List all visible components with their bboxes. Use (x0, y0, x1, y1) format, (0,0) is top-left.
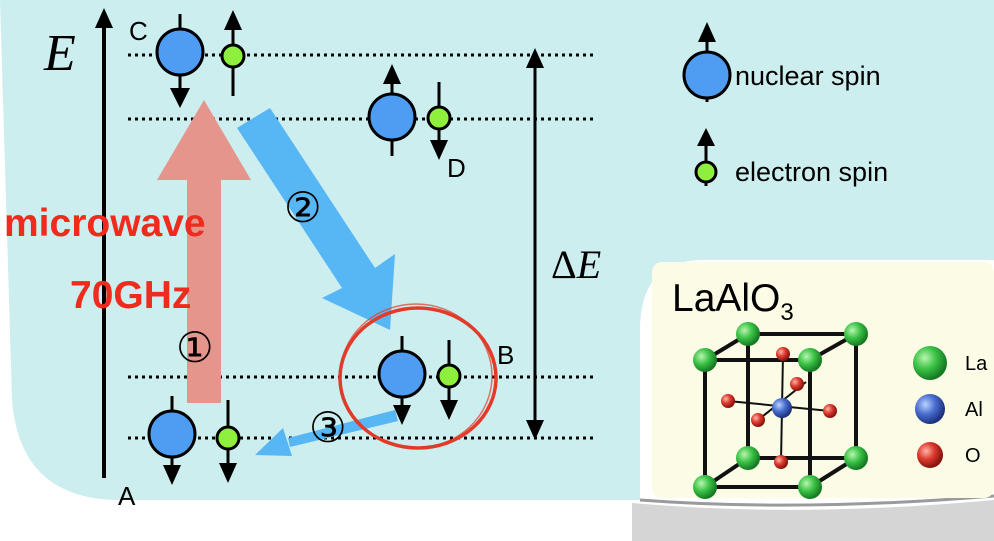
oxygen-atom (823, 404, 837, 418)
microwave-arrow (157, 100, 251, 403)
atom-legend-la-icon (913, 346, 947, 380)
nuclear-spin-icon (147, 396, 197, 485)
legend-nuclear-spin-icon (682, 22, 732, 102)
legend-electron-spin-label: electron spin (735, 157, 888, 187)
delta-e-label: ΔE (551, 242, 601, 287)
atom-legend-la-label: La (965, 353, 988, 375)
level-label-d: D (447, 153, 466, 183)
legend-nuclear-spin-label: nuclear spin (735, 61, 881, 91)
state-d-spins (367, 64, 452, 160)
legend: nuclear spin electron spin (682, 22, 888, 187)
level-label-b: B (497, 340, 514, 370)
step-1-label: ① (176, 324, 214, 371)
delta-e-arrow (526, 48, 544, 440)
oxygen-atom (776, 347, 790, 361)
atom-legend-o-label: O (965, 445, 981, 467)
level-label-c: C (129, 16, 148, 46)
aluminium-atom (772, 398, 792, 418)
lanthanum-atom (693, 475, 717, 499)
energy-axis-label: E (43, 25, 76, 82)
lanthanum-atom (736, 446, 760, 470)
electron-spin-icon (215, 400, 241, 483)
oxygen-atom (790, 377, 804, 391)
lanthanum-atom (693, 348, 717, 372)
crystal-panel (632, 262, 994, 541)
lanthanum-atom (844, 446, 868, 470)
nuclear-spin-icon (367, 64, 417, 156)
lanthanum-atom (798, 348, 822, 372)
highlight-circle (338, 303, 498, 450)
lanthanum-atom (844, 322, 868, 346)
nuclear-spin-icon (155, 14, 205, 108)
energy-axis (95, 8, 113, 478)
step-3-label: ③ (309, 404, 347, 451)
oxygen-atom (721, 394, 735, 408)
oxygen-atom (774, 455, 788, 469)
electron-spin-icon (220, 10, 246, 96)
lanthanum-atom (798, 475, 822, 499)
atom-legend-al-label: Al (965, 399, 983, 421)
microwave-label: microwave (4, 202, 206, 245)
lattice-atoms (693, 322, 868, 499)
electron-spin-icon (436, 340, 462, 420)
state-a-spins (147, 396, 241, 485)
microwave-frequency: 70GHz (70, 274, 191, 317)
crystal-formula: LaAlO3 (672, 277, 794, 326)
nuclear-spin-icon (377, 336, 427, 425)
state-b-spins (377, 336, 462, 425)
oxygen-atom (751, 413, 765, 427)
atom-legend-o-icon (917, 442, 943, 468)
transition-arrow-3 (255, 410, 398, 456)
electron-spin-icon (426, 82, 452, 160)
step-2-label: ② (284, 184, 322, 231)
atom-legend-al-icon (915, 394, 945, 424)
state-c-spins (155, 10, 246, 108)
level-label-a: A (118, 481, 136, 511)
lanthanum-atom (736, 322, 760, 346)
transition-arrow-2 (237, 108, 395, 330)
atom-legend: La Al O (913, 346, 988, 468)
legend-electron-spin-icon (694, 128, 718, 186)
